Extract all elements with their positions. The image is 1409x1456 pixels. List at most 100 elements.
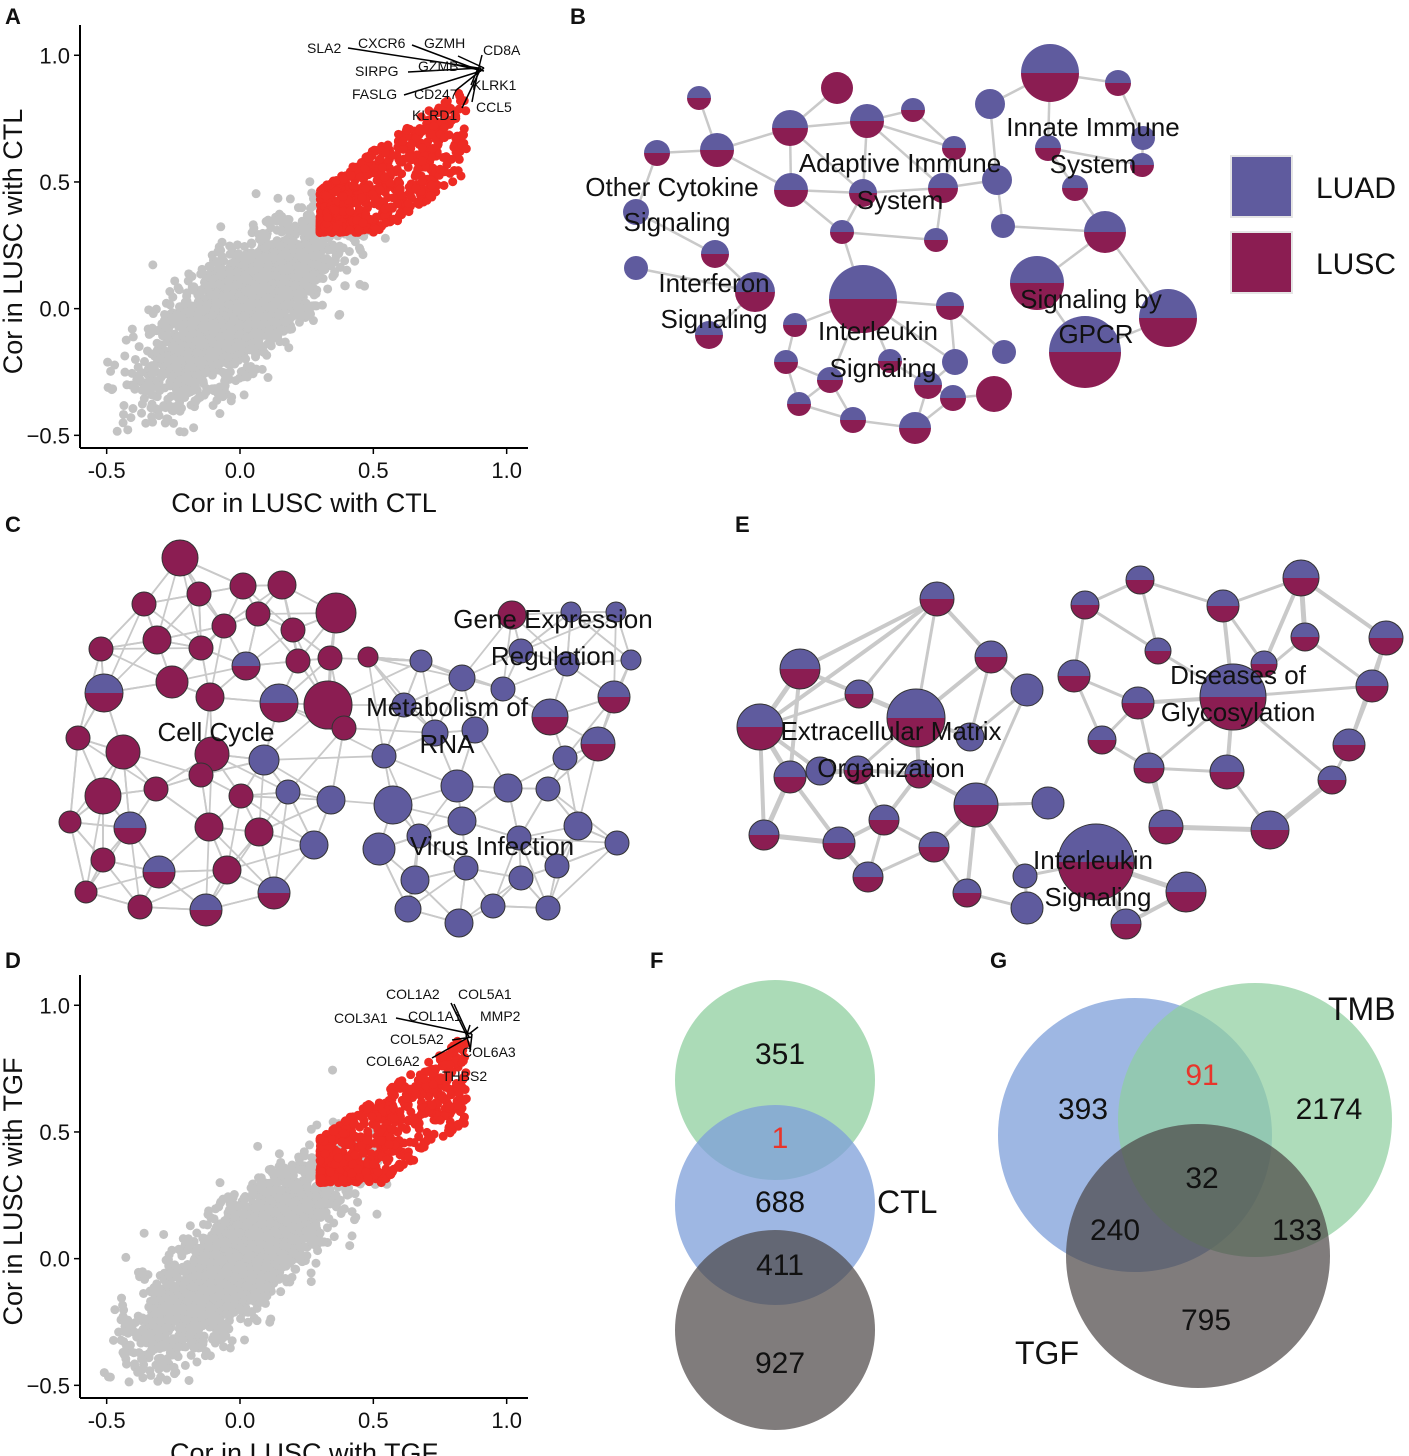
background-point <box>254 340 264 350</box>
background-point <box>267 239 277 249</box>
background-point <box>133 1311 143 1321</box>
y-tick-label: 0.5 <box>39 170 70 195</box>
background-point <box>306 1277 316 1287</box>
highlight-point <box>397 169 407 179</box>
background-point <box>212 384 222 394</box>
background-point <box>127 368 137 378</box>
background-point <box>232 240 242 250</box>
background-point <box>124 1377 134 1387</box>
highlight-point <box>345 206 355 216</box>
background-point <box>312 260 322 270</box>
highlight-point <box>360 164 370 174</box>
background-point <box>214 279 224 289</box>
background-point <box>306 1268 316 1278</box>
background-point <box>135 375 145 385</box>
background-point <box>243 304 253 314</box>
background-point <box>280 337 290 347</box>
x-tick-label: 0.5 <box>358 458 389 483</box>
background-point <box>147 390 157 400</box>
background-point <box>296 1165 306 1175</box>
highlight-point <box>417 156 427 166</box>
background-point <box>220 381 230 391</box>
background-point <box>255 329 265 339</box>
gene-label: GZMH <box>424 35 465 51</box>
highlight-point <box>330 205 340 215</box>
background-point <box>293 261 303 271</box>
x-tick-label: 1.0 <box>491 458 522 483</box>
background-point <box>263 373 273 383</box>
gene-label: SLA2 <box>307 40 341 56</box>
background-point <box>350 256 360 266</box>
background-point <box>146 1370 156 1380</box>
highlight-point <box>375 185 385 195</box>
background-point <box>190 382 200 392</box>
highlight-point <box>357 193 367 203</box>
background-point <box>251 189 261 199</box>
background-point <box>276 253 286 263</box>
background-point <box>285 194 295 204</box>
background-point <box>255 234 265 244</box>
background-point <box>175 406 185 416</box>
highlight-point <box>398 144 408 154</box>
background-point <box>119 409 129 419</box>
highlight-point <box>338 192 348 202</box>
background-point <box>155 386 165 396</box>
highlight-point <box>360 183 370 193</box>
background-point <box>360 281 370 291</box>
background-point <box>331 251 341 261</box>
gene-label: FASLG <box>352 86 397 102</box>
background-point <box>215 409 225 419</box>
background-point <box>268 316 278 326</box>
highlight-point <box>413 164 423 174</box>
highlight-point <box>448 177 458 187</box>
y-tick-label: 1.0 <box>39 43 70 68</box>
background-point <box>307 188 317 198</box>
background-point <box>182 288 192 298</box>
background-point <box>225 321 235 331</box>
highlight-point <box>322 212 332 222</box>
background-point <box>312 250 322 260</box>
highlight-point <box>389 214 399 224</box>
background-point <box>192 314 202 324</box>
background-point <box>273 193 283 203</box>
highlight-point <box>414 126 424 136</box>
highlight-point <box>388 193 398 203</box>
background-point <box>312 1120 322 1130</box>
background-point <box>212 322 222 332</box>
highlight-point <box>411 183 421 193</box>
background-point <box>281 218 291 228</box>
background-point <box>328 271 338 281</box>
highlight-point <box>439 180 449 190</box>
background-point <box>184 334 194 344</box>
background-point <box>121 1252 131 1262</box>
highlight-point <box>345 225 355 235</box>
background-point <box>122 1359 132 1369</box>
background-point <box>252 249 262 259</box>
background-point <box>201 304 211 314</box>
highlight-point <box>406 139 416 149</box>
y-axis-title: Cor in LUSC with CTL <box>0 109 28 375</box>
background-point <box>175 355 185 365</box>
background-point <box>223 352 233 362</box>
background-point <box>268 304 278 314</box>
highlight-point <box>321 191 331 201</box>
highlight-point <box>426 129 436 139</box>
highlight-point <box>397 190 407 200</box>
background-points <box>103 177 390 437</box>
gene-label: CD8A <box>483 42 521 58</box>
highlight-point <box>380 218 390 228</box>
highlight-point <box>451 132 461 142</box>
background-point <box>143 377 153 387</box>
background-point <box>246 238 256 248</box>
background-point <box>306 309 316 319</box>
background-point <box>340 256 350 266</box>
background-point <box>281 284 291 294</box>
y-tick-label: 0.0 <box>39 297 70 322</box>
background-point <box>235 320 245 330</box>
background-point <box>189 423 199 433</box>
background-point <box>112 426 122 436</box>
background-point <box>119 401 129 411</box>
background-point <box>162 1375 172 1385</box>
background-point <box>192 1228 202 1238</box>
